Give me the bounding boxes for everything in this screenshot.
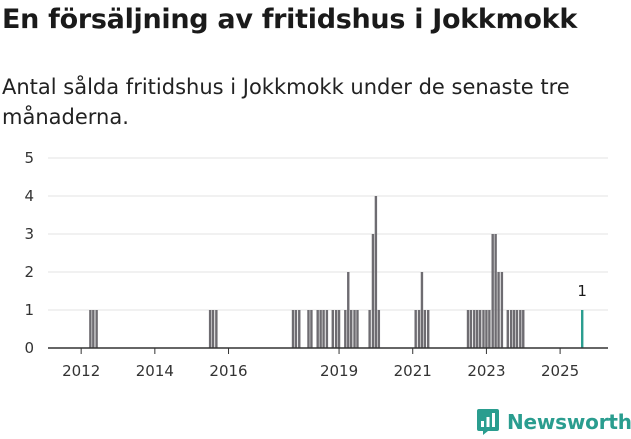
bar <box>485 310 488 348</box>
bar <box>506 310 509 348</box>
chart-title: En försäljning av fritidshus i Jokkmokk <box>2 4 577 35</box>
bar <box>509 310 513 348</box>
bar <box>500 272 504 348</box>
bar <box>95 310 98 348</box>
bar <box>377 310 381 348</box>
chart-subtitle: Antal sålda fritidshus i Jokkmokk under … <box>2 75 570 129</box>
bar <box>89 310 92 348</box>
bar <box>371 234 375 348</box>
bar <box>291 310 295 348</box>
y-tick-label: 1 <box>24 301 34 319</box>
bar <box>211 310 215 348</box>
bar <box>519 310 522 348</box>
bar <box>298 310 301 348</box>
bar <box>522 310 525 348</box>
x-tick-label: 2019 <box>320 362 358 380</box>
newsworthy-logo-icon <box>477 409 499 435</box>
bar <box>353 310 356 348</box>
bar <box>414 310 417 348</box>
bar <box>494 234 497 348</box>
brand-footer: Newsworthy <box>476 406 631 438</box>
bar <box>478 310 482 348</box>
data-label: 1 <box>577 282 587 300</box>
y-tick-label: 4 <box>24 187 34 205</box>
bar <box>347 272 350 348</box>
bar-highlight <box>581 310 584 348</box>
bar <box>208 310 212 348</box>
bar <box>307 310 310 348</box>
bar <box>374 196 378 348</box>
bar <box>476 310 479 348</box>
bar <box>368 310 371 348</box>
bar <box>92 310 95 348</box>
x-tick-label: 2012 <box>62 362 100 380</box>
bar <box>215 310 218 348</box>
bar <box>334 310 338 348</box>
x-tick-label: 2025 <box>541 362 579 380</box>
y-tick-label: 0 <box>24 339 34 357</box>
bar <box>488 310 491 348</box>
x-tick-label: 2021 <box>394 362 432 380</box>
bar <box>331 310 334 348</box>
bar <box>322 310 325 348</box>
bar <box>515 310 519 348</box>
bar <box>319 310 322 348</box>
y-tick-label: 2 <box>24 263 34 281</box>
bar <box>350 310 353 348</box>
brand-name: Newsworthy <box>507 410 631 434</box>
x-tick-label: 2016 <box>209 362 247 380</box>
bar <box>427 310 430 348</box>
bar <box>310 310 313 348</box>
bar <box>420 272 424 348</box>
bar <box>473 310 476 348</box>
bar <box>294 310 298 348</box>
x-tick-label: 2023 <box>467 362 505 380</box>
x-tick-label: 2014 <box>136 362 174 380</box>
bar <box>469 310 473 348</box>
bar <box>417 310 421 348</box>
bar <box>423 310 427 348</box>
y-tick-label: 3 <box>24 225 34 243</box>
bar <box>491 234 494 348</box>
bar <box>316 310 319 348</box>
bar <box>512 310 516 348</box>
bar <box>497 272 500 348</box>
bar <box>325 310 329 348</box>
bar <box>344 310 347 348</box>
bar <box>482 310 485 348</box>
bar <box>466 310 470 348</box>
y-tick-label: 5 <box>24 149 34 167</box>
bar <box>337 310 341 348</box>
bar-chart: 0 1 2 3 4 5 2012 2014 2016 2019 2021 2023 2025 1 <box>24 149 608 380</box>
bar <box>356 310 359 348</box>
